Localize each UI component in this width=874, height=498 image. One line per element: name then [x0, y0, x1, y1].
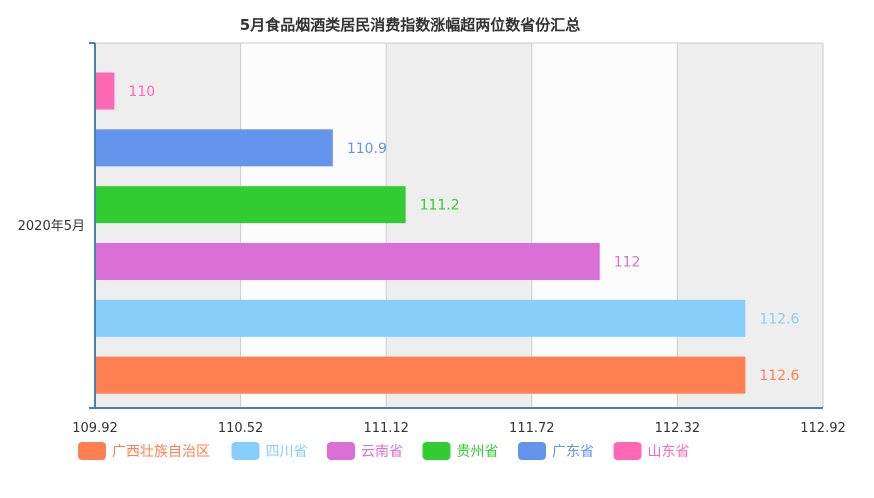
legend-label: 四川省 — [266, 444, 308, 460]
legend-label: 广东省 — [552, 444, 594, 460]
bar — [96, 299, 746, 337]
bar — [96, 186, 406, 224]
x-tick-label: 110.52 — [218, 421, 264, 436]
x-tick-label: 111.72 — [509, 421, 555, 436]
grid-band — [240, 43, 387, 408]
chart-title: 5月食品烟酒类居民消费指数涨幅超两位数省份汇总 — [240, 16, 580, 34]
legend-label: 广西壮族自治区 — [112, 444, 210, 460]
legend-swatch — [78, 442, 106, 460]
legend-swatch — [518, 442, 546, 460]
bar — [96, 129, 333, 167]
grid-band — [386, 43, 532, 408]
grid-band — [677, 43, 823, 408]
bar-data-label: 112.6 — [759, 311, 799, 327]
bar-data-label: 112.6 — [759, 368, 799, 384]
x-tick-label: 112.32 — [655, 421, 701, 436]
grid-band — [531, 43, 678, 408]
legend-swatch — [422, 442, 451, 460]
bar — [96, 72, 115, 110]
legend-label: 山东省 — [648, 444, 690, 460]
legend-swatch — [231, 442, 260, 460]
legend-swatch — [327, 442, 355, 460]
bar-data-label: 112 — [614, 255, 641, 271]
x-tick-label: 112.92 — [800, 421, 846, 436]
legend-swatch — [613, 442, 642, 460]
bar-data-label: 111.2 — [420, 198, 460, 214]
x-tick-label: 111.12 — [363, 421, 409, 436]
x-tick-label: 109.92 — [72, 421, 118, 436]
legend-item[interactable]: 云南省 — [327, 442, 403, 460]
bar-data-label: 110.9 — [347, 141, 387, 157]
bar — [96, 243, 600, 280]
legend-item[interactable]: 山东省 — [613, 442, 690, 460]
legend-item[interactable]: 贵州省 — [422, 442, 499, 460]
legend-item[interactable]: 四川省 — [231, 442, 308, 460]
legend-label: 贵州省 — [457, 444, 499, 460]
grid-band — [95, 43, 241, 408]
bar — [96, 356, 746, 394]
bar-data-label: 110 — [128, 84, 155, 100]
y-category-label: 2020年5月 — [18, 219, 85, 234]
legend-item[interactable]: 广西壮族自治区 — [78, 442, 210, 460]
legend-item[interactable]: 广东省 — [518, 442, 594, 460]
legend-label: 云南省 — [361, 444, 403, 460]
